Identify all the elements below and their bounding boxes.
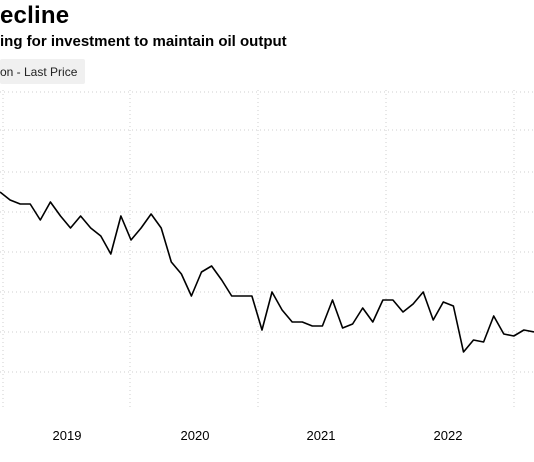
- x-axis-ticks: 2019 2020 2021 2022: [53, 428, 463, 443]
- x-tick-label: 2021: [307, 428, 336, 443]
- x-tick-label: 2019: [53, 428, 82, 443]
- legend-box: on - Last Price: [0, 59, 86, 84]
- legend-label: on - Last Price: [0, 64, 78, 79]
- x-tick-label: 2022: [434, 428, 463, 443]
- series-group: [0, 191, 534, 353]
- chart-title: ecline: [0, 2, 70, 29]
- chart-subtitle: ing for investment to maintain oil outpu…: [0, 33, 287, 50]
- vertical-grid: [2, 90, 515, 410]
- horizontal-grid: [0, 91, 534, 373]
- x-tick-label: 2020: [181, 428, 210, 443]
- series-line: [0, 191, 534, 353]
